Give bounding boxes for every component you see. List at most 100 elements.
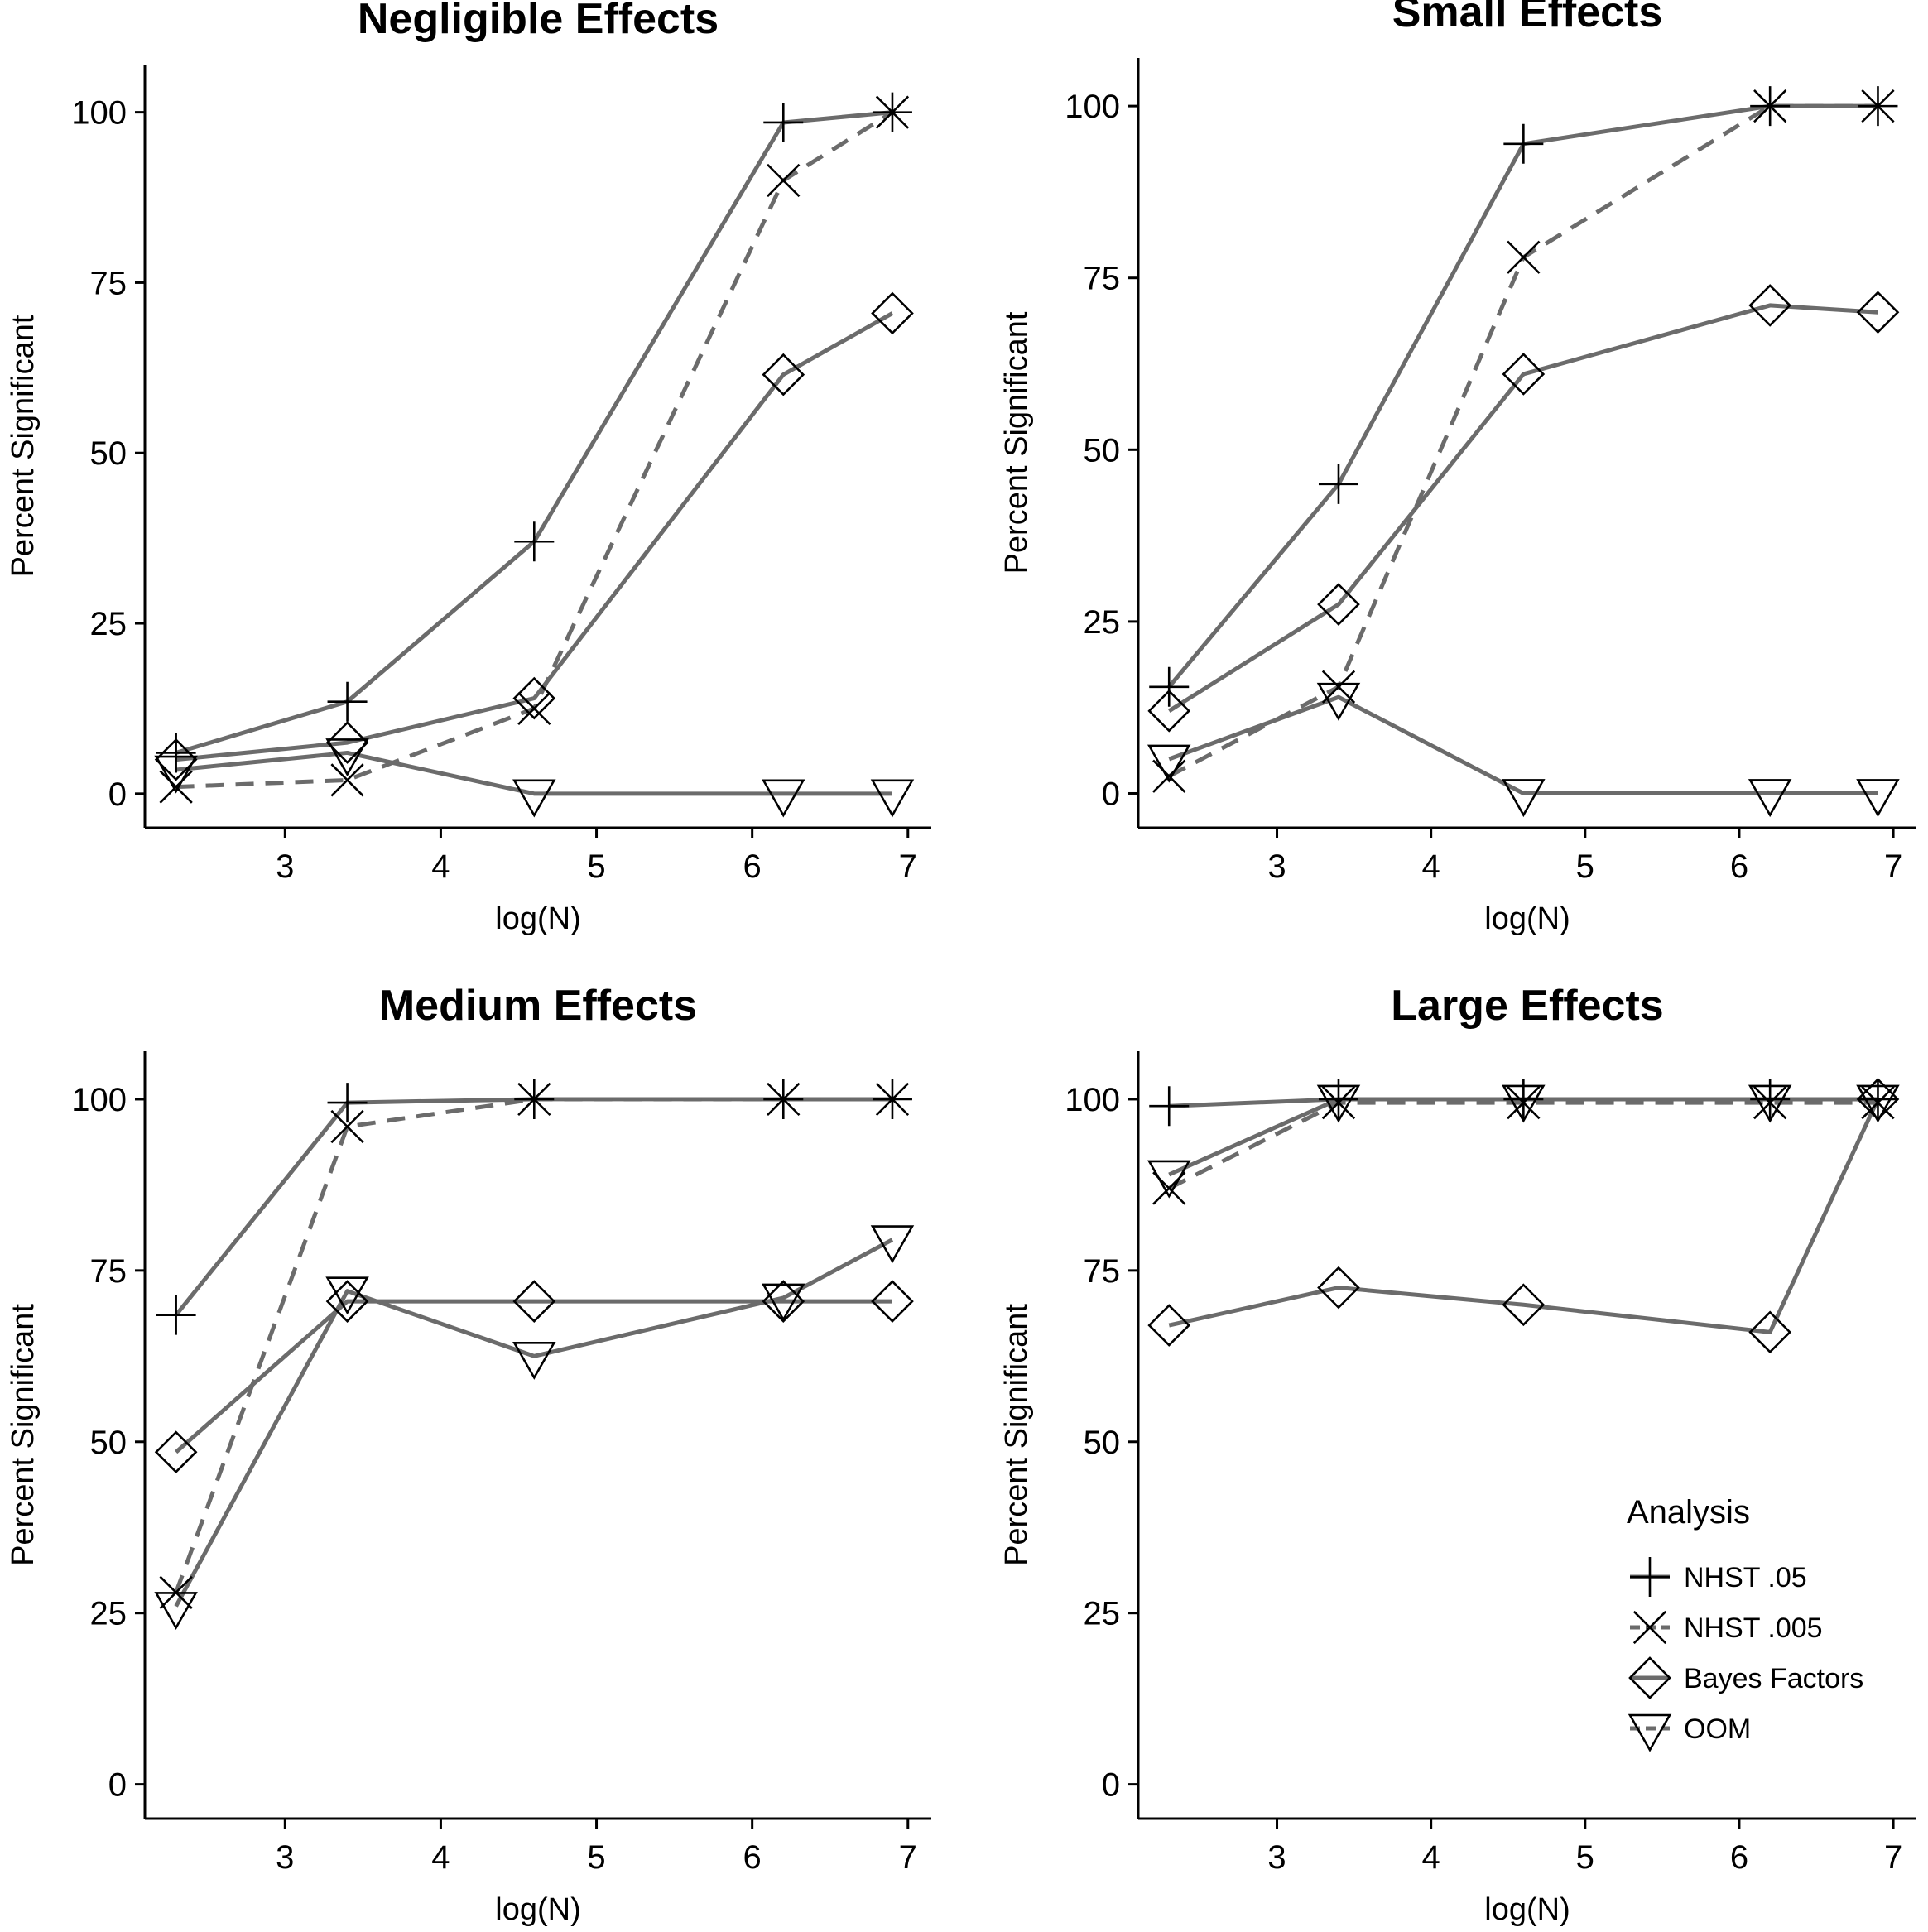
x-tick-label: 3 — [1267, 1839, 1286, 1876]
data-point-triangle — [512, 779, 556, 818]
series-line-diamond — [174, 1299, 892, 1454]
y-axis-label: Percent Significant — [999, 1304, 1034, 1566]
data-point-diamond — [1317, 1266, 1360, 1310]
y-tick-label: 0 — [108, 776, 127, 813]
data-point-cross — [1753, 89, 1787, 123]
y-tick-label: 75 — [1084, 261, 1121, 297]
legend-key-cross — [1632, 1610, 1667, 1645]
data-point-plus — [763, 102, 804, 142]
y-tick-label: 50 — [1084, 432, 1121, 469]
x-tick-label: 4 — [431, 848, 450, 885]
series-line-diamond — [1167, 303, 1878, 713]
data-point-diamond — [871, 291, 914, 335]
data-point-triangle — [1502, 779, 1546, 818]
x-tick-label: 4 — [431, 1839, 450, 1876]
legend-label: Bayes Factors — [1684, 1663, 1863, 1694]
series-line-cross — [175, 110, 894, 790]
data-point-triangle — [1147, 744, 1191, 783]
data-point-plus — [1503, 123, 1544, 164]
x-tick-label: 5 — [587, 1839, 605, 1876]
data-point-triangle — [1147, 1160, 1191, 1199]
data-point-triangle — [154, 755, 198, 794]
x-tick-label: 3 — [276, 1839, 294, 1876]
data-point-plus — [327, 681, 368, 722]
data-point-diamond — [1502, 1283, 1546, 1327]
legend: Analysis NHST .05 NHST .005 Bayes Factors OO… — [1627, 1494, 1863, 1752]
data-point-cross — [1507, 1085, 1541, 1120]
chart-title: Large Effects — [1391, 982, 1663, 1030]
data-point-triangle — [1856, 1084, 1900, 1123]
x-tick-label: 5 — [1576, 1839, 1594, 1876]
x-tick-label: 3 — [1267, 848, 1286, 885]
x-tick-label: 5 — [587, 848, 605, 885]
y-tick-label: 25 — [90, 1596, 127, 1632]
legend-key-triangle — [1628, 1713, 1672, 1752]
legend-label: NHST .005 — [1684, 1612, 1823, 1644]
data-point-plus — [1318, 464, 1358, 504]
y-axis-label: Percent Significant — [999, 311, 1034, 574]
y-tick-label: 100 — [1065, 1082, 1120, 1118]
data-point-diamond — [512, 676, 556, 720]
y-tick-label: 100 — [71, 1082, 127, 1118]
data-point-cross — [1753, 1085, 1787, 1120]
y-tick-label: 25 — [1084, 604, 1121, 641]
data-point-plus — [1149, 666, 1190, 707]
x-tick-label: 7 — [899, 1839, 917, 1876]
data-point-diamond — [325, 1280, 369, 1323]
y-tick-label: 50 — [1084, 1425, 1121, 1461]
series-line-cross — [174, 1097, 892, 1593]
data-point-cross — [767, 163, 801, 198]
data-point-triangle — [1748, 779, 1792, 818]
legend-label: NHST .05 — [1684, 1562, 1807, 1593]
chart-title: Negligible Effects — [358, 0, 719, 43]
data-point-plus — [1149, 1086, 1190, 1127]
y-tick-label: 0 — [1102, 776, 1120, 812]
data-point-cross — [1152, 759, 1186, 793]
series-line-plus — [175, 110, 893, 755]
data-point-diamond — [762, 353, 805, 396]
data-point-triangle — [762, 1283, 805, 1322]
y-tick-label: 50 — [90, 435, 127, 472]
y-tick-label: 25 — [1084, 1596, 1121, 1632]
data-point-plus — [327, 1083, 368, 1123]
chart-title: Medium Effects — [379, 982, 697, 1030]
data-point-cross — [1861, 1085, 1895, 1120]
y-tick-label: 0 — [108, 1767, 127, 1804]
y-axis-label: Percent Significant — [6, 1304, 41, 1566]
data-point-diamond — [325, 721, 369, 764]
data-point-diamond — [154, 1430, 198, 1474]
y-tick-label: 75 — [90, 1253, 127, 1290]
data-point-triangle — [870, 779, 915, 818]
data-point-diamond — [1748, 284, 1792, 327]
data-point-cross — [159, 770, 193, 804]
chart-panel-0: Negligible Effects 0 25 50 75 100 3 4 5 6 7 log(N) P… — [6, 0, 931, 936]
series-line-triangle — [175, 750, 892, 796]
series-line-triangle — [1168, 694, 1878, 795]
data-point-triangle — [1748, 1084, 1792, 1123]
legend-key-plus — [1630, 1557, 1670, 1597]
data-point-plus — [156, 1295, 196, 1335]
x-tick-label: 6 — [743, 1839, 762, 1876]
x-tick-label: 7 — [1884, 1839, 1902, 1876]
series-line-diamond — [1168, 1098, 1880, 1334]
y-tick-label: 0 — [1102, 1767, 1120, 1804]
x-tick-label: 4 — [1422, 848, 1440, 885]
data-point-triangle — [1316, 682, 1361, 721]
chart-panel-3: Large Effects 0 25 50 75 100 3 4 5 6 7 log(N) Percen… — [999, 982, 1916, 1927]
x-axis-label: log(N) — [495, 901, 580, 936]
x-tick-label: 6 — [1730, 1839, 1748, 1876]
data-point-diamond — [1317, 583, 1360, 626]
series-line-plus — [1167, 103, 1878, 689]
data-point-cross — [1861, 89, 1895, 123]
data-point-diamond — [1748, 1310, 1792, 1354]
x-axis-label: log(N) — [495, 1892, 580, 1927]
data-point-cross — [517, 1082, 551, 1117]
y-tick-label: 75 — [1084, 1253, 1121, 1290]
legend-title: Analysis — [1627, 1494, 1750, 1531]
data-point-triangle — [1316, 1084, 1361, 1123]
x-tick-label: 5 — [1576, 848, 1594, 885]
data-point-triangle — [1856, 779, 1900, 818]
y-tick-label: 100 — [1065, 89, 1120, 125]
data-point-cross — [1321, 1085, 1356, 1120]
